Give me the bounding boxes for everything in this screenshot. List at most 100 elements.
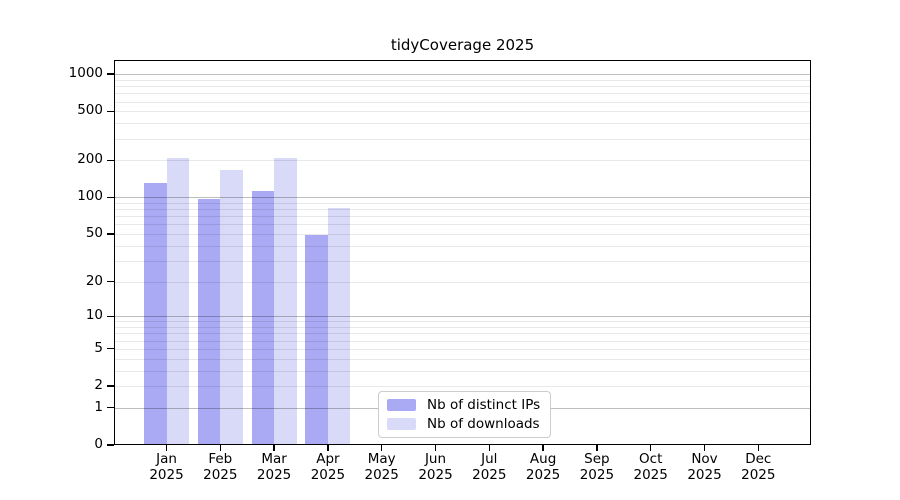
x-tick-label-feb: Feb 2025 — [188, 451, 252, 483]
bar-downloads-apr — [327, 208, 351, 445]
x-tick-label-apr: Apr 2025 — [296, 451, 360, 483]
month-year: 2025 — [310, 467, 346, 483]
x-axis-tick — [327, 445, 329, 451]
month-year: 2025 — [149, 467, 184, 483]
minor-gridline — [114, 245, 811, 247]
x-tick-label-jul: Jul 2025 — [457, 451, 521, 483]
bar-distinct-ips-jan — [144, 183, 167, 445]
month-year: 2025 — [633, 467, 668, 483]
minor-gridline — [114, 358, 811, 360]
legend-label: Nb of distinct IPs — [427, 397, 541, 413]
minor-gridline — [114, 224, 811, 226]
month-name: Jan — [156, 451, 177, 467]
x-tick-label-jan: Jan 2025 — [135, 451, 199, 483]
minor-gridline — [114, 260, 811, 262]
x-axis-tick — [542, 445, 544, 451]
x-axis-tick — [650, 445, 652, 451]
y-axis-tick — [107, 348, 114, 350]
x-tick-label-sep: Sep 2025 — [565, 451, 629, 483]
x-axis-tick — [165, 445, 168, 451]
month-name: Nov — [691, 451, 718, 467]
legend-entry: Nb of distinct IPs — [387, 397, 540, 413]
minor-gridline — [114, 138, 811, 140]
x-tick-label-aug: Aug 2025 — [511, 451, 575, 483]
y-axis-tick — [107, 444, 114, 446]
x-axis-tick — [273, 445, 275, 451]
y-tick-label: 10 — [85, 307, 103, 324]
y-tick-label: 200 — [77, 151, 103, 168]
x-axis-tick — [757, 445, 759, 451]
major-gridline — [114, 74, 811, 76]
month-name: Apr — [316, 451, 340, 467]
y-tick-label: 500 — [77, 102, 103, 119]
month-year: 2025 — [472, 467, 507, 483]
legend-swatch — [387, 418, 416, 430]
bar-distinct-ips-mar — [251, 190, 275, 445]
month-name: Jul — [481, 451, 498, 467]
y-tick-label: 2 — [94, 377, 103, 393]
month-name: Jun — [424, 451, 447, 467]
major-gridline — [114, 316, 811, 318]
minor-gridline — [114, 160, 811, 162]
month-name: Sep — [584, 451, 610, 467]
y-axis-tick — [107, 385, 114, 387]
minor-gridline — [114, 209, 811, 211]
month-name: Mar — [261, 451, 287, 467]
x-tick-label-oct: Oct 2025 — [619, 451, 683, 483]
y-axis-tick — [107, 280, 114, 283]
bar-downloads-feb — [220, 170, 243, 445]
minor-gridline — [114, 333, 811, 335]
month-year: 2025 — [579, 467, 615, 483]
bar-downloads-jan — [166, 158, 189, 445]
y-axis-tick — [107, 196, 114, 198]
y-axis-tick — [107, 159, 114, 161]
minor-gridline — [114, 123, 811, 125]
minor-gridline — [114, 111, 811, 113]
legend-label: Nb of downloads — [427, 416, 540, 432]
y-tick-label: 0 — [94, 436, 103, 452]
minor-gridline — [114, 386, 811, 387]
y-axis-tick — [107, 315, 114, 317]
x-axis-tick — [434, 445, 437, 451]
x-tick-label-nov: Nov 2025 — [673, 451, 737, 483]
minor-gridline — [114, 79, 811, 81]
y-tick-label: 20 — [85, 272, 103, 289]
major-gridline — [114, 197, 811, 199]
minor-gridline — [114, 233, 811, 235]
y-tick-label: 1000 — [68, 65, 103, 82]
x-axis-tick — [219, 445, 221, 451]
month-name: May — [367, 451, 396, 467]
month-year: 2025 — [418, 467, 453, 483]
x-tick-label-dec: Dec 2025 — [726, 451, 790, 483]
bar-distinct-ips-feb — [197, 199, 221, 445]
y-tick-label: 1 — [94, 398, 103, 415]
month-year: 2025 — [525, 467, 561, 483]
month-year: 2025 — [203, 467, 238, 483]
month-name: Aug — [529, 451, 557, 467]
minor-gridline — [114, 348, 811, 350]
minor-gridline — [114, 281, 811, 283]
y-tick-label: 100 — [77, 188, 103, 205]
bar-downloads-mar — [274, 158, 297, 445]
x-tick-label-may: May 2025 — [350, 451, 414, 483]
y-axis-tick — [107, 233, 114, 235]
minor-gridline — [114, 93, 811, 95]
x-axis-tick — [381, 445, 383, 451]
minor-gridline — [114, 101, 811, 103]
y-tick-label: 5 — [94, 339, 103, 356]
y-axis-tick — [107, 73, 114, 75]
y-axis-tick — [107, 407, 114, 409]
bar-distinct-ips-apr — [305, 235, 328, 445]
x-axis-tick — [703, 445, 706, 451]
month-year: 2025 — [256, 467, 292, 483]
y-tick-label: 50 — [85, 224, 103, 241]
month-year: 2025 — [741, 467, 776, 483]
chart-title: tidyCoverage 2025 — [390, 36, 535, 54]
minor-gridline — [114, 321, 811, 323]
x-tick-label-jun: Jun 2025 — [404, 451, 468, 483]
minor-gridline — [114, 370, 811, 372]
minor-gridline — [114, 327, 811, 328]
plot-area — [114, 60, 811, 445]
y-axis-tick — [107, 110, 114, 112]
